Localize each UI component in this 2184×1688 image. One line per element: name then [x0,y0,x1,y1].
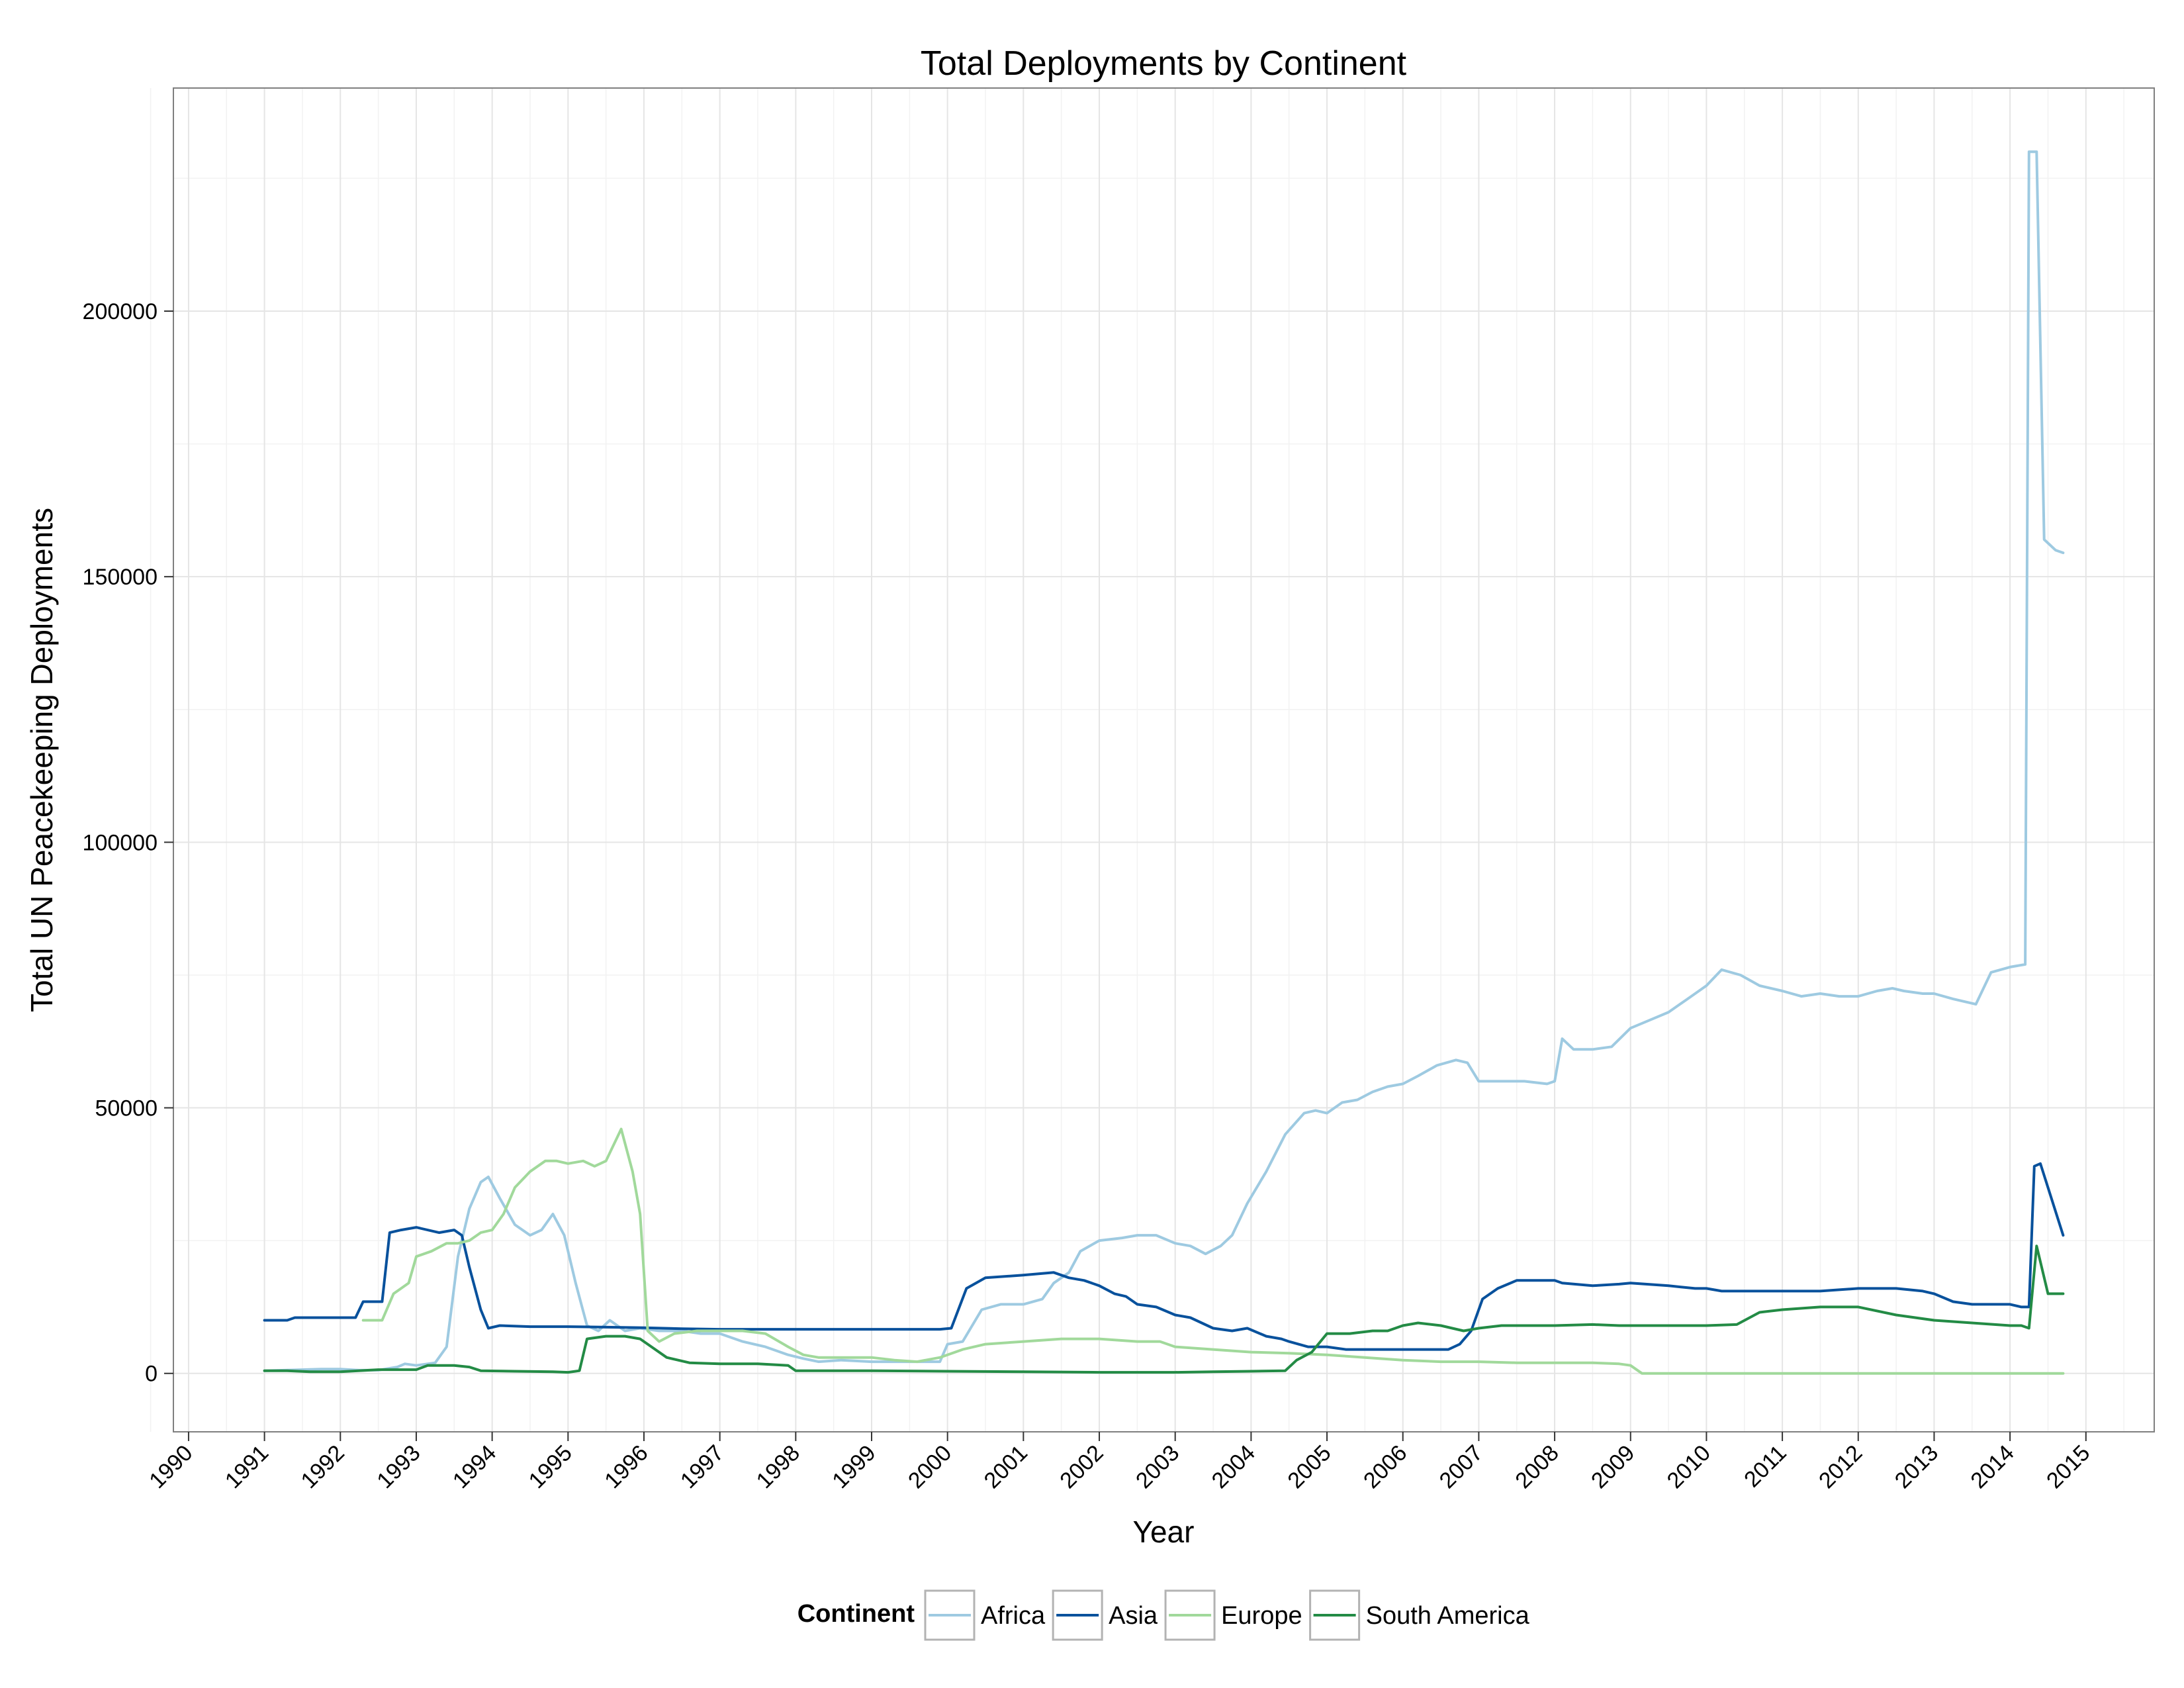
legend-label: South America [1366,1602,1530,1630]
y-tick-label: 50000 [95,1096,158,1121]
series-line-africa [263,150,2065,1372]
series-line-asia [263,1162,2065,1351]
legend-item-asia: Asia [1052,1589,1158,1641]
y-tick-label: 0 [145,1362,158,1387]
minor-gridlines [150,88,2154,1432]
y-axis-label: Total UN Peacekeeping Deployments [24,508,59,1012]
series-line-south-america [263,1244,2065,1374]
legend: Continent Africa Asia Europe South America [797,1589,1530,1641]
x-axis-label: Year [1133,1515,1195,1549]
legend-item-south-america: South America [1309,1589,1530,1641]
chart-title: Total Deployments by Continent [921,44,1407,83]
legend-item-europe: Europe [1164,1589,1302,1641]
legend-item-africa: Africa [924,1589,1046,1641]
plot-panel-border [173,87,2155,1432]
legend-title: Continent [797,1600,915,1628]
y-tick-label: 150000 [83,565,158,590]
legend-label: Africa [981,1602,1046,1630]
legend-label: Asia [1109,1602,1158,1630]
major-gridlines [173,88,2154,1432]
y-tick-label: 200000 [83,299,158,324]
series-lines [263,150,2065,1375]
y-tick-label: 100000 [83,830,158,855]
y-axis: 0 50000 100000 150000 200000 [83,299,173,1387]
legend-label: Europe [1221,1602,1302,1630]
series-line-europe [361,1127,2065,1375]
